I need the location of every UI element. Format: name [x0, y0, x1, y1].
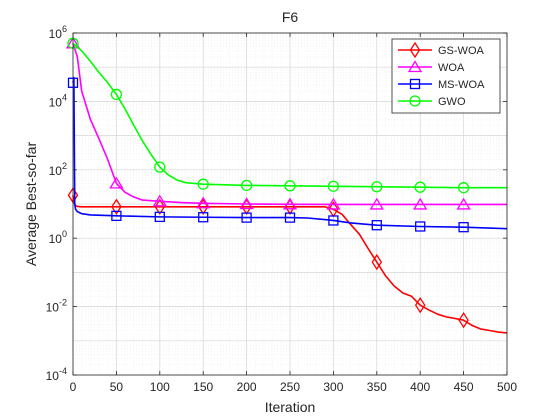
series-marker-gs-woa	[371, 253, 383, 271]
legend: GS-WOA WOA MS-WOA GWO	[391, 38, 501, 114]
series-marker-ms-woa	[111, 210, 122, 222]
series-marker-ms-woa	[458, 222, 469, 233]
series-marker-ms-woa	[284, 212, 296, 223]
series-marker-gwo	[457, 182, 470, 194]
series-marker-ms-woa	[154, 211, 165, 223]
series-marker-woa	[239, 197, 254, 210]
series-marker-woa	[413, 197, 428, 210]
series-marker-gs-woa	[111, 198, 122, 215]
series-line-ms-woa	[72, 76, 508, 230]
x-tick-label: 150	[193, 380, 213, 394]
series-line-gs-woa	[72, 195, 508, 334]
series-marker-gwo	[110, 88, 123, 101]
series-marker-gwo	[284, 180, 296, 192]
series-woa	[65, 36, 507, 210]
series-marker-woa	[282, 197, 298, 210]
series-marker-gwo	[240, 179, 253, 192]
series-marker-gwo	[154, 161, 166, 173]
series-marker-ms-woa	[371, 220, 382, 231]
x-axis-label: Iteration	[265, 399, 316, 415]
legend-marker-gs-woa	[409, 41, 421, 59]
series-layer	[65, 36, 508, 334]
legend-marker-ms-woa	[409, 78, 421, 90]
series-gwo	[67, 37, 507, 194]
legend-marker-woa	[407, 60, 423, 73]
series-marker-woa	[109, 176, 124, 189]
series-marker-woa	[456, 197, 471, 210]
legend-label-gs-woa: GS-WOA	[438, 45, 484, 57]
series-line-woa	[72, 43, 507, 206]
series-marker-woa	[196, 196, 211, 209]
series-marker-gwo	[414, 181, 426, 193]
series-line-gwo	[72, 42, 507, 189]
series-marker-gwo	[327, 180, 340, 192]
y-tick-label: 100	[49, 229, 67, 246]
series-marker-woa	[326, 197, 341, 210]
grid-layer	[72, 32, 508, 376]
x-tick-label: 0	[70, 380, 77, 394]
x-tick-label: 200	[237, 380, 257, 394]
legend-label-gwo: GWO	[438, 96, 466, 108]
series-marker-gwo	[371, 181, 383, 193]
series-marker-ms-woa	[328, 215, 339, 226]
series-marker-gs-woa	[458, 312, 469, 329]
series-marker-woa	[152, 194, 167, 207]
x-tick-label: 300	[323, 380, 343, 394]
x-tick-label: 250	[280, 380, 300, 394]
series-marker-woa	[369, 197, 384, 210]
y-tick-label: 104	[49, 92, 67, 109]
y-tick-label: 106	[49, 24, 67, 41]
x-tick-label: 50	[110, 380, 124, 394]
y-axis-label: Average Best-so-far	[23, 142, 39, 267]
series-marker-gwo	[197, 178, 209, 190]
series-marker-gs-woa	[414, 296, 426, 314]
x-tick-label: 100	[150, 380, 170, 394]
legend-label-woa: WOA	[438, 62, 465, 74]
y-tick-label: 10-4	[46, 366, 67, 383]
x-tick-label: 500	[497, 380, 517, 394]
y-tick-label: 102	[49, 161, 67, 178]
series-marker-ms-woa	[198, 212, 209, 223]
series-marker-gs-woa	[197, 198, 209, 215]
legend-label-ms-woa: MS-WOA	[438, 79, 485, 91]
tick-layer: 0 50 100 150 200 250 300 350 400 450 500 10-4 10-2 10…	[46, 24, 518, 394]
series-marker-ms-woa	[241, 212, 252, 223]
series-marker-gs-woa	[154, 198, 166, 215]
x-tick-label: 400	[410, 380, 430, 394]
chart-title: F6	[282, 9, 299, 25]
x-tick-label: 350	[367, 380, 387, 394]
y-tick-label: 10-2	[46, 298, 67, 315]
series-marker-ms-woa	[415, 221, 426, 232]
legend-marker-gwo	[409, 95, 421, 107]
x-tick-label: 450	[454, 380, 474, 394]
